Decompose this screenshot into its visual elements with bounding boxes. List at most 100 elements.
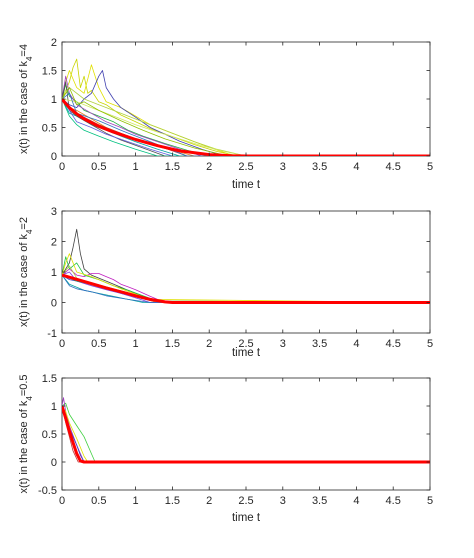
panel-1-xtick-label: 0.5 <box>91 161 106 173</box>
panel-2-ylabel: x(t) in the case of k4=2 <box>18 217 34 327</box>
panel-3-xtick-label: 4 <box>353 495 359 507</box>
panel-1-series-5 <box>62 75 430 156</box>
panel-3-xtick-label: 3 <box>280 495 286 507</box>
panel-1-series-6 <box>62 98 430 156</box>
panel-1-ytick-label: 1.5 <box>42 66 57 78</box>
panel-2-series-10 <box>62 274 430 303</box>
panel-2-series-11 <box>62 274 430 303</box>
panel-1-mean-line <box>62 98 430 156</box>
panel-1-xticks: 0 0.5 1 1.5 2 2.5 3 3.5 4 4.5 5 <box>59 42 433 173</box>
panel-1-series-14 <box>62 92 430 156</box>
panel-3-series-4 <box>62 405 430 463</box>
panel-1-frame <box>61 41 431 157</box>
panel-3-xticks: 0 0.5 1 1.5 2 2.5 3 3.5 4 4.5 5 <box>59 378 433 507</box>
panel-2-xtick-label: 1 <box>133 338 139 350</box>
panel-2-xtick-label: 0 <box>59 338 65 350</box>
panel-1-series-8 <box>62 81 430 156</box>
panel-2-ytick-label: -1 <box>47 328 57 340</box>
panel-2-xtick-label: 4 <box>353 338 359 350</box>
panel-3-series-2 <box>62 397 430 463</box>
panel-3-xtick-label: 5 <box>427 495 433 507</box>
panel-2-series-8 <box>62 271 430 303</box>
panel-2-series-2 <box>62 268 430 303</box>
panel-2-frame <box>61 210 431 334</box>
panel-2-series-6 <box>62 274 430 303</box>
panel-2-xtick-label: 5 <box>427 338 433 350</box>
panel-1-ylabel-suffix: =4 <box>18 44 30 57</box>
panel-3-series-6 <box>62 405 430 463</box>
panel-3-yticks: -0.5 0 0.5 1 1.5 <box>38 373 430 497</box>
panel-3-ytick-label: 0 <box>51 457 57 469</box>
panel-1-xtick-label: 2 <box>206 161 212 173</box>
panel-3-data-layer <box>62 397 430 464</box>
panel-3-ylabel-suffix: =0.5 <box>18 374 30 396</box>
panel-3-xtick-label: 2 <box>206 495 212 507</box>
panel-1-series-11 <box>62 98 430 156</box>
panel-1-ytick-label: 2 <box>51 37 57 49</box>
panel-1-xtick-label: 3.5 <box>312 161 327 173</box>
panel-2-ylabel-sub: 4 <box>25 229 34 234</box>
panel-1-ylabel: x(t) in the case of k4=4 <box>18 44 34 154</box>
panel-1-series-3 <box>62 70 430 156</box>
panel-3-xtick-label: 4.5 <box>386 495 401 507</box>
panel-k4-4: 0 0.5 1 1.5 2 2.5 3 3.5 4 4.5 5 0 0.5 1 1.5 2 time t x… <box>18 37 433 191</box>
panel-3-xtick-label: 3.5 <box>312 495 327 507</box>
panel-3-ylabel-prefix: x(t) in the case of k <box>18 400 30 493</box>
panel-2-xtick-label: 3.5 <box>312 338 327 350</box>
panel-2-series-4 <box>62 253 430 303</box>
panel-3-ytick-label: -0.5 <box>38 485 57 497</box>
panel-2-xlabel: time t <box>232 347 261 359</box>
panel-2-xtick-label: 4.5 <box>386 338 401 350</box>
panel-3-xlabel: time t <box>232 512 261 524</box>
panel-3-ytick-label: 1 <box>51 401 57 413</box>
panel-1-ytick-label: 0.5 <box>42 123 57 135</box>
panel-2-series-5 <box>62 274 430 303</box>
panel-1-xtick-label: 3 <box>280 161 286 173</box>
panel-2-xtick-label: 2 <box>206 338 212 350</box>
panel-2-xticks: 0 0.5 1 1.5 2 2.5 3 3.5 4 4.5 5 <box>59 211 433 350</box>
panel-3-series-7 <box>62 405 430 463</box>
panel-1-xtick-label: 2.5 <box>238 161 253 173</box>
panel-2-ylabel-suffix: =2 <box>18 217 30 230</box>
panel-1-ylabel-sub: 4 <box>25 56 34 61</box>
panel-3-xtick-label: 0.5 <box>91 495 106 507</box>
panel-1-series-9 <box>62 87 430 156</box>
panel-2-ytick-label: 0 <box>51 298 57 310</box>
panel-2-mean-line <box>62 273 430 304</box>
panel-2-data-layer <box>62 228 430 304</box>
panel-1-series-10 <box>62 98 430 156</box>
panel-1-series-7 <box>62 98 430 156</box>
panel-2-yticks: -1 0 1 2 3 <box>47 206 430 340</box>
panel-2-ytick-label: 3 <box>51 206 57 218</box>
panel-3-xtick-label: 1.5 <box>165 495 180 507</box>
panel-3-ylabel: x(t) in the case of k4=0.5 <box>18 374 34 493</box>
panel-3-series-5 <box>62 405 430 463</box>
panel-3-frame <box>61 377 431 491</box>
panel-1-series-12 <box>62 98 430 156</box>
panel-3-mean-line <box>62 405 430 464</box>
panel-k4-0.5: 0 0.5 1 1.5 2 2.5 3 3.5 4 4.5 5 -0.5 0 0.5 1 1.5 time … <box>18 373 433 524</box>
panel-1-series-1 <box>62 58 430 156</box>
panel-3-xtick-label: 2.5 <box>238 495 253 507</box>
panel-1-data-layer <box>62 58 430 156</box>
panel-2-xtick-label: 2.5 <box>238 338 253 350</box>
panel-1-xtick-label: 4 <box>353 161 359 173</box>
panel-2-ytick-label: 1 <box>51 267 57 279</box>
panel-2-series-7 <box>62 274 430 303</box>
panel-1-ytick-label: 0 <box>51 151 57 163</box>
panel-3-ytick-label: 1.5 <box>42 373 57 385</box>
panel-3-series-1 <box>62 402 430 463</box>
panel-1-xtick-label: 5 <box>427 161 433 173</box>
panel-1-series-13 <box>62 98 430 156</box>
panel-2-xtick-label: 3 <box>280 338 286 350</box>
panel-1-ytick-label: 1 <box>51 94 57 106</box>
panel-1-series-2 <box>62 64 430 156</box>
panel-3-series-3 <box>62 405 430 463</box>
panel-3-ytick-label: 0.5 <box>42 429 57 441</box>
panel-1-xtick-label: 0 <box>59 161 65 173</box>
panel-2-xtick-label: 0.5 <box>91 338 106 350</box>
panel-2-series-3 <box>62 256 430 303</box>
panel-2-ytick-label: 2 <box>51 237 57 249</box>
